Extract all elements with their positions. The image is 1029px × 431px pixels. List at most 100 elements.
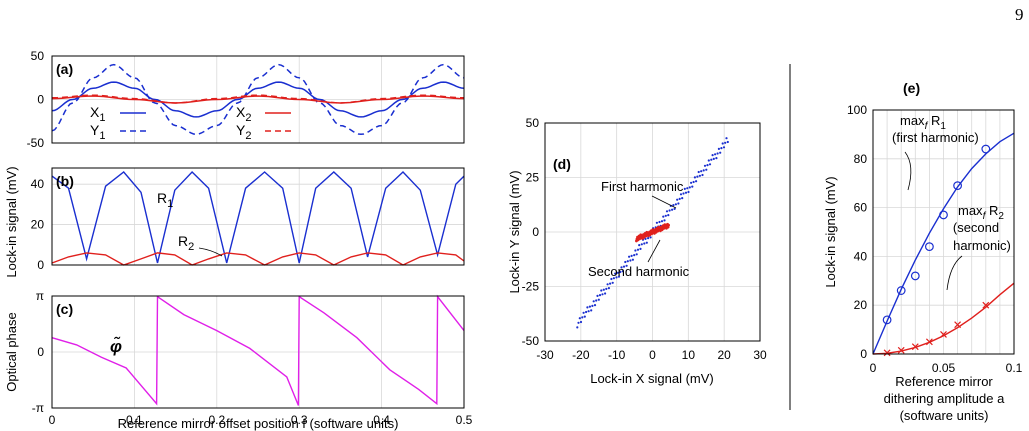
page-number: 9 [1015,5,1024,24]
panel-d-ytick-3: 25 [526,171,540,185]
first-harmonic-pointer [651,195,677,209]
panel-d-first-harmonic-point [693,176,697,179]
panel-d-first-harmonic-point [586,306,589,309]
r1-annotation-part-1: f [925,121,929,132]
panel-d-first-harmonic-point [647,237,650,240]
label-r2-pointer [198,247,223,257]
panel-d-first-harmonic-point [578,317,581,320]
panel-c-xtick-1: 0.1 [126,413,143,427]
panel-d-first-harmonic-point [668,209,671,212]
panel-d-first-harmonic-point [621,270,624,273]
panel-d-first-harmonic-point [628,255,631,258]
panel-d-first-harmonic-point [598,294,602,297]
panel-d-first-harmonic-point [726,140,729,144]
panel-c-xtick-3: 0.3 [291,413,308,427]
panel-b-label: (b) [56,173,74,189]
r1-annotation-line2: (first harmonic) [892,130,979,145]
r1-annotation-line1: maxf R1 [900,113,946,132]
panel-a-y1-line [51,63,465,136]
panel-c-xtick-4: 0.4 [373,413,390,427]
legend-y1-main: Y [90,122,100,138]
panel-d-first-harmonic-point [629,259,632,262]
panel-d-first-harmonic-point [655,221,659,224]
panel-e-ytick-4: 80 [854,152,868,166]
r1-annotation-part-4: 1 [940,121,946,132]
panel-d-first-harmonic-point [617,275,621,278]
panel-d-ytick-2: 0 [532,225,539,239]
panel-a-ytick-0: -50 [27,136,45,150]
panel-d-first-harmonic-point [716,152,719,155]
panel-d-first-harmonic-point [664,214,667,217]
panel-e-r1-marker [882,315,892,325]
panel-e-r1-marker [896,286,906,295]
panel-d-first-harmonic-point [717,147,721,150]
panel-d-first-harmonic-point [679,193,683,196]
panel-d-first-harmonic-point [683,187,686,190]
panel-e-ylabel: Lock-in signal (mV) [823,176,838,287]
panel-d-first-harmonic-point [705,168,708,171]
panel-c-xlabel: Reference mirror offset position f (soft… [118,416,399,431]
panel-d-first-harmonic-point [722,146,726,149]
r1-annotation-part-0: max [900,113,925,128]
panel-c-xtick-2: 0.2 [208,413,225,427]
abc-ylabel: Lock-in signal (mV) [4,166,19,277]
panel-d-first-harmonic-point [678,197,681,200]
panel-a-x2-line [51,95,465,104]
panel-d-first-harmonic-point [672,204,675,207]
panel-e-ytick-0: 0 [860,347,867,361]
panel-d-first-harmonic-point [619,270,622,274]
panel-d-xtick-2: -10 [608,348,626,362]
first-harmonic-label: First harmonic [601,179,684,194]
panel-d-first-harmonic-point [590,309,593,312]
panel-d-first-harmonic-point [611,281,614,284]
panel-e-frame [872,109,1015,355]
panel-d-first-harmonic-point [720,147,723,150]
panel-d-first-harmonic-point [681,197,684,200]
legend-y2-subscript: 2 [245,130,251,142]
r2-annotation-part-3: R [989,203,998,218]
legend-x1-subscript: 1 [99,112,105,124]
panel-d-first-harmonic-point [674,203,678,206]
panel-d-first-harmonic-point [724,141,727,144]
panel-d-first-harmonic-point [691,185,694,188]
r2-annotation-pointer [946,255,963,291]
panel-a-label: (a) [56,61,73,77]
panel-d-first-harmonic-point [707,159,710,162]
panel-d-first-harmonic-point [605,287,608,290]
legend-y1-subscript: 1 [99,130,105,142]
panel-d-first-harmonic-point [596,294,599,297]
panel-d-first-harmonic-point [673,207,676,210]
panel-d-first-harmonic-point [708,163,712,166]
panel-d-first-harmonic-point [710,158,713,161]
legend-y2-main: Y [236,122,246,138]
panel-d-first-harmonic-point [609,282,612,285]
panel-d-first-harmonic-point [595,299,598,302]
panel-e-ytick-1: 20 [854,298,868,312]
panel-d-first-harmonic-point [719,151,722,154]
panel-d-first-harmonic-point [660,220,664,223]
panel-e-r1-marker [925,242,934,252]
panel-d-first-harmonic-point [686,187,689,190]
panel-d-first-harmonic-point [624,260,627,264]
panel-d-first-harmonic-point [687,190,690,194]
panel-b-r2-line [51,252,465,266]
panel-d-first-harmonic-point [610,277,613,281]
panel-a-y2-line [51,94,465,104]
panel-b-frame [51,167,465,266]
legend-x1-main: X [90,104,100,120]
panel-d-first-harmonic-point [576,326,579,329]
r2-annotation-part-1: f [983,211,987,222]
c-ylabel: Optical phase [4,312,19,392]
panel-e-xtick-0: 0 [870,361,877,375]
second-harmonic-pointer [647,239,661,263]
legend-y2: Y2 [236,122,251,142]
label-r2: R2 [178,233,194,253]
panel-d-first-harmonic-point [639,247,642,250]
panel-d-first-harmonic-point [684,191,688,194]
panel-d-first-harmonic-point [676,198,679,201]
panel-d-xtick-5: 20 [717,348,731,362]
panel-d-first-harmonic-point [588,305,592,308]
panel-d-first-harmonic-point [688,186,691,189]
